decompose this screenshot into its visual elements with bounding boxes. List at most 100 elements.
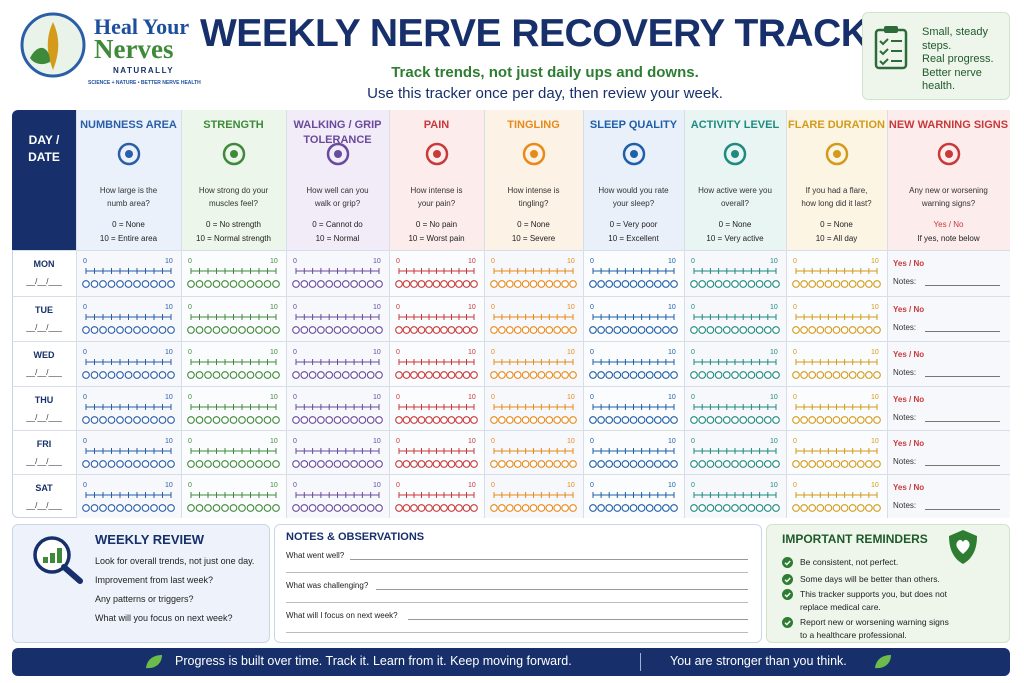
rating-scale — [395, 268, 478, 288]
icon-shape — [937, 142, 960, 166]
rating-scale — [589, 268, 678, 288]
rating-circle — [605, 371, 614, 379]
page-title: WEEKLY NERVE RECOVERY TRACKER — [200, 12, 922, 55]
rating-circle — [706, 280, 715, 288]
scale-legend: 10 = Normal — [315, 234, 360, 243]
rating-circle — [99, 326, 107, 334]
scale-max: 10 — [165, 438, 173, 445]
rating-circle — [133, 326, 141, 334]
rating-circle — [350, 416, 358, 424]
scale-min: 0 — [491, 438, 495, 445]
rating-circle — [755, 416, 764, 424]
rating-circle — [747, 460, 756, 468]
review-icon — [33, 536, 83, 584]
scale-min: 0 — [293, 258, 297, 265]
rating-circle — [124, 460, 133, 468]
rating-circle — [561, 371, 569, 379]
icon-shape — [326, 142, 349, 166]
rating-circle — [722, 460, 731, 468]
rating-circle — [358, 504, 367, 512]
rating-circle — [561, 416, 569, 424]
scale-legend: 0 = Very poor — [609, 220, 658, 229]
rating-circle — [840, 280, 849, 288]
footer-right: You are stronger than you think. — [670, 654, 847, 668]
rating-circle — [99, 371, 107, 379]
column-question: How well can you walk or grip? — [306, 186, 369, 208]
rating-circle — [375, 326, 383, 334]
scale-max: 10 — [270, 304, 278, 311]
motto-box — [862, 12, 1010, 100]
rating-circle — [832, 280, 841, 288]
column-question: How large is the numb area? — [99, 186, 158, 208]
rating-circle — [333, 504, 342, 512]
rating-circle — [816, 416, 825, 424]
rating-circle — [358, 326, 367, 334]
rating-circle — [561, 460, 569, 468]
rating-circle — [490, 504, 498, 512]
scale-legend: If yes, note below — [917, 234, 980, 243]
rating-circle — [873, 280, 881, 288]
rating-circle — [621, 460, 630, 468]
rating-scale — [82, 492, 175, 512]
rating-circle — [425, 416, 433, 424]
rating-circle — [432, 371, 441, 379]
rating-circle — [470, 326, 478, 334]
rating-circle — [255, 504, 263, 512]
rating-circle — [255, 371, 263, 379]
column-header-bg — [484, 110, 583, 250]
rating-circle — [569, 416, 577, 424]
rating-circle — [808, 504, 817, 512]
rating-scale — [292, 314, 383, 334]
rating-circle — [731, 371, 739, 379]
rating-circle — [107, 416, 116, 424]
rating-scale — [82, 268, 175, 288]
scale-max: 10 — [468, 438, 476, 445]
rating-circle — [212, 504, 221, 512]
rating-circle — [490, 326, 498, 334]
rating-circle — [645, 326, 654, 334]
scale-legend: 0 = Cannot do — [312, 220, 363, 229]
motto-line: Small, steady steps. — [922, 26, 989, 52]
scale-max: 10 — [668, 304, 676, 311]
rating-circle — [350, 371, 358, 379]
rating-scale — [490, 404, 577, 424]
rating-circle — [246, 460, 255, 468]
rating-circle — [300, 326, 309, 334]
rating-circle — [333, 280, 342, 288]
scale-min: 0 — [793, 349, 797, 356]
rating-circle — [455, 326, 463, 334]
notes-label: Notes: — [893, 501, 917, 510]
rating-circle — [714, 416, 723, 424]
rating-circle — [824, 371, 833, 379]
icon-dot — [432, 150, 441, 158]
notes-title: NOTES & OBSERVATIONS — [286, 531, 425, 543]
rating-circle — [462, 416, 471, 424]
rating-circle — [229, 371, 238, 379]
icon-shape — [622, 142, 645, 166]
rating-circle — [865, 280, 873, 288]
logo-line2: Nerves — [94, 34, 174, 64]
rating-circle — [263, 504, 272, 512]
column-title: PAIN — [423, 119, 450, 131]
scale-max: 10 — [373, 482, 381, 489]
rating-circle — [698, 416, 707, 424]
rating-circle — [629, 280, 638, 288]
row-divider — [12, 474, 1010, 475]
scale-legend: 10 = Excellent — [608, 234, 659, 243]
scale-min: 0 — [491, 258, 495, 265]
scale-legend: Yes / No — [933, 220, 964, 229]
rating-circle — [589, 416, 597, 424]
check-icon — [782, 617, 793, 628]
reminders-title: IMPORTANT REMINDERS — [782, 532, 928, 546]
column-question: How would you rate your sleep? — [598, 186, 669, 208]
rating-circle — [425, 460, 433, 468]
rating-circle — [553, 504, 562, 512]
rating-circle — [865, 460, 873, 468]
rating-circle — [167, 371, 175, 379]
notes-label: Notes: — [893, 368, 917, 377]
rating-circle — [505, 326, 514, 334]
rating-circle — [90, 326, 99, 334]
rating-circle — [417, 280, 426, 288]
notes-label: Notes: — [893, 323, 917, 332]
notes-prompt: What went well? — [286, 551, 345, 560]
